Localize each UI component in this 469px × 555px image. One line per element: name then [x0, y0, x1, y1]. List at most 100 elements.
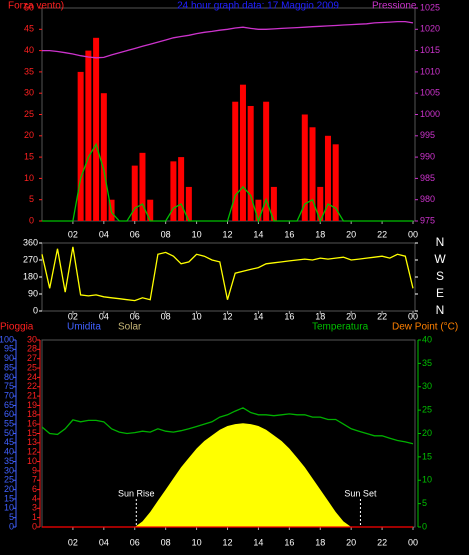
y-tick-label: 10	[24, 173, 34, 183]
x-tick-label: 22	[377, 229, 387, 239]
x-tick-label: 02	[68, 537, 78, 547]
y3-tick-label: 28	[27, 344, 37, 354]
y-tick-label: 50	[4, 428, 14, 438]
bar	[255, 199, 262, 221]
bar	[332, 144, 339, 221]
y2-tick-label: 15	[422, 451, 432, 461]
bar	[147, 199, 154, 221]
y-tick-label: 40	[24, 45, 34, 55]
x-tick-label: 14	[253, 229, 263, 239]
y2-tick-label: W	[434, 252, 446, 266]
x-tick-label: 20	[346, 311, 356, 321]
legend-label: Temperatura	[312, 322, 369, 333]
x-tick-label: 10	[192, 229, 202, 239]
line	[41, 246, 414, 302]
y-tick-label: 80	[4, 372, 14, 382]
y2-tick-label: 1020	[420, 24, 440, 34]
y2-label: Dew Point (°C)	[392, 322, 458, 333]
y-tick-label: 20	[24, 130, 34, 140]
x-tick-label: 10	[192, 311, 202, 321]
y-tick-label: 85	[4, 362, 14, 372]
title: 24 hour graph data: 17 Maggio 2009	[177, 1, 339, 12]
y-tick-label: 30	[24, 88, 34, 98]
x-tick-label: 04	[99, 311, 109, 321]
y2-tick-label: 40	[422, 334, 432, 344]
y3-tick-label: 15	[27, 428, 37, 438]
bar	[324, 135, 331, 221]
x-tick-label: 20	[346, 229, 356, 239]
y2-tick-label: 985	[420, 173, 435, 183]
y-tick-label: 55	[4, 419, 14, 429]
y-tick-label: 70	[4, 390, 14, 400]
y3-tick-label: 16	[27, 419, 37, 429]
y3-tick-label: 0	[32, 521, 37, 531]
bar	[131, 165, 138, 221]
y-tick-label: 90	[4, 353, 14, 363]
y-tick-label: 5	[29, 194, 34, 204]
bar	[178, 157, 185, 221]
x-tick-label: 04	[99, 229, 109, 239]
y-tick-label: 270	[23, 254, 38, 264]
y3-tick-label: 24	[27, 372, 37, 382]
y-tick-label: 60	[4, 409, 14, 419]
y-tick-label: 15	[4, 493, 14, 503]
y3-tick-label: 7	[32, 475, 37, 485]
y2-tick-label: N	[436, 303, 445, 317]
x-tick-label: 16	[284, 311, 294, 321]
y-label: Umidita	[67, 322, 101, 333]
bar	[77, 71, 84, 222]
y3-tick-label: 25	[27, 362, 37, 372]
bar	[301, 114, 308, 221]
y-tick-label: 50	[24, 2, 34, 12]
y2-label: Pressione	[372, 1, 417, 12]
y-label: Forza vento)	[8, 1, 64, 12]
x-tick-label: 00	[408, 229, 418, 239]
x-tick-label: 04	[99, 537, 109, 547]
y3-tick-label: 18	[27, 409, 37, 419]
y2-tick-label: 1010	[420, 66, 440, 76]
x-tick-label: 02	[68, 229, 78, 239]
bar	[232, 101, 239, 221]
y3-tick-label: 13	[27, 437, 37, 447]
x-tick-label: 20	[346, 537, 356, 547]
x-tick-label: 14	[253, 311, 263, 321]
y2-tick-label: 1015	[420, 45, 440, 55]
y-tick-label: 0	[29, 215, 34, 225]
y-tick-label: 100	[0, 334, 14, 344]
y3-tick-label: 6	[32, 484, 37, 494]
y2-tick-label: 1025	[420, 2, 440, 12]
y2-tick-label: 1000	[420, 109, 440, 119]
y2-tick-label: 980	[420, 194, 435, 204]
y-tick-label: 0	[33, 305, 38, 315]
y3-label: Pioggia	[0, 322, 34, 333]
y-tick-label: 20	[4, 484, 14, 494]
x-tick-label: 06	[130, 311, 140, 321]
y2-tick-label: 25	[422, 405, 432, 415]
area	[42, 423, 413, 527]
y-tick-label: 30	[4, 465, 14, 475]
y3-tick-label: 19	[27, 400, 37, 410]
y-tick-label: 35	[4, 456, 14, 466]
x-tick-label: 22	[377, 311, 387, 321]
y-tick-label: 40	[4, 447, 14, 457]
y-tick-label: 45	[24, 24, 34, 34]
line	[41, 407, 414, 445]
x-tick-label: 10	[192, 537, 202, 547]
x-tick-label: 16	[284, 537, 294, 547]
y2-tick-label: 1005	[420, 88, 440, 98]
bar	[247, 105, 254, 221]
y3-tick-label: 4	[32, 493, 37, 503]
x-tick-label: 06	[130, 537, 140, 547]
bar	[100, 93, 107, 221]
line	[42, 142, 413, 224]
x-tick-label: 18	[315, 229, 325, 239]
bar	[239, 84, 246, 222]
y2-tick-label: 5	[422, 498, 427, 508]
y-tick-label: 35	[24, 66, 34, 76]
bar	[263, 101, 270, 221]
y3-tick-label: 10	[27, 456, 37, 466]
y3-tick-label: 21	[27, 390, 37, 400]
y2-tick-label: 10	[422, 475, 432, 485]
